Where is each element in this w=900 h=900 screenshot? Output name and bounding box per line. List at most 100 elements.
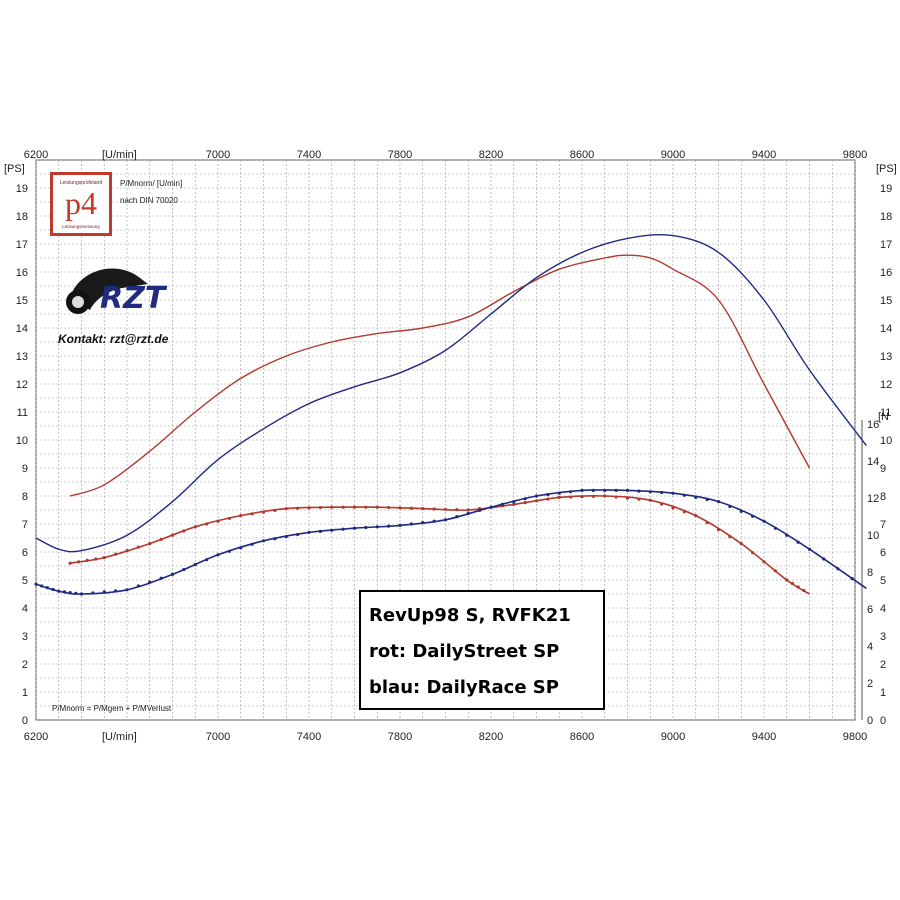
logo-bottom-caption: Leistungsmessung xyxy=(62,224,100,229)
torque-point xyxy=(614,495,618,499)
torque-point xyxy=(398,523,402,528)
torque-tick-label: 10 xyxy=(867,530,879,542)
y-tick-label-left: 14 xyxy=(16,323,28,335)
torque-point xyxy=(836,567,840,571)
torque-point xyxy=(364,525,368,530)
y-tick-label-right: 10 xyxy=(880,435,892,447)
y-tick-label-right: 19 xyxy=(880,183,892,195)
torque-point xyxy=(239,514,243,518)
y-tick-label-right: 6 xyxy=(880,547,886,559)
torque-point xyxy=(739,509,743,513)
y-tick-label-left: 15 xyxy=(16,295,28,307)
torque-point xyxy=(716,528,721,532)
torque-point xyxy=(773,526,777,530)
torque-point xyxy=(182,529,186,533)
torque-point xyxy=(284,535,288,539)
torque-point xyxy=(387,505,391,510)
y-tick-label-right: 12 xyxy=(880,379,892,391)
y-tick-label-right: 14 xyxy=(880,323,892,335)
torque-point xyxy=(660,502,664,506)
y-tick-label-right: 11 xyxy=(880,407,891,419)
series-group xyxy=(34,233,867,596)
torque-point xyxy=(79,592,84,596)
torque-point xyxy=(102,556,106,560)
torque-point xyxy=(136,545,140,549)
x-tick-label-top: 9400 xyxy=(752,149,776,161)
logo-text: p4 xyxy=(65,185,97,221)
torque-point xyxy=(330,528,334,532)
torque-point xyxy=(751,514,755,518)
torque-tick-label: 4 xyxy=(867,641,873,653)
torque-point xyxy=(569,490,573,494)
torque-point xyxy=(557,495,561,499)
x-unit-label-bottom: [U/min] xyxy=(102,731,137,743)
torque-point xyxy=(728,504,732,509)
torque-point xyxy=(614,488,618,492)
legend-red: rot: DailyStreet SP xyxy=(369,641,560,662)
torque-point xyxy=(455,515,459,519)
torque-point xyxy=(296,532,300,537)
y-tick-label-left: 5 xyxy=(22,575,28,587)
torque-point xyxy=(182,567,186,572)
x-tick-label-top: 9000 xyxy=(661,149,685,161)
torque-point xyxy=(273,508,277,512)
torque-point xyxy=(762,519,766,523)
torque-point xyxy=(51,587,55,592)
torque-point xyxy=(102,590,106,594)
torque-point xyxy=(40,584,44,588)
torque-line-red xyxy=(69,495,810,595)
torque-point xyxy=(603,488,607,492)
torque-point xyxy=(512,500,516,504)
torque-point xyxy=(74,591,78,595)
grid xyxy=(35,159,856,721)
torque-point xyxy=(193,563,197,567)
footer-note: P/Mnorm = P/Mgem + P/MVerlust xyxy=(52,704,172,713)
torque-point xyxy=(728,535,732,539)
torque-point xyxy=(432,507,436,511)
y-tick-label-right: 5 xyxy=(880,575,886,587)
p4-logo: Leistungsprüfstand p4 Leistungsmessung xyxy=(50,172,112,236)
torque-point xyxy=(114,589,118,593)
x-tick-label-top: 7000 xyxy=(206,149,230,161)
torque-point xyxy=(637,497,641,501)
y-tick-label-right: 1 xyxy=(880,687,886,699)
legend-box: RevUp98 S, RVFK21 rot: DailyStreet SP bl… xyxy=(359,590,605,710)
torque-point xyxy=(57,589,61,593)
x-tick-label-bottom: 7000 xyxy=(206,731,230,743)
torque-point xyxy=(159,537,163,542)
torque-tick-label: 0 xyxy=(867,715,873,727)
x-axis-bottom: 6200 7000 7400 7800 8200 8600 9000 9400 9800 xyxy=(24,731,867,743)
torque-point xyxy=(170,533,175,537)
torque-tick-label: 12 xyxy=(867,493,879,505)
y-tick-label-right: 7 xyxy=(880,519,886,531)
torque-point xyxy=(546,497,550,501)
x-tick-label-bottom: 7800 xyxy=(388,731,412,743)
torque-point xyxy=(125,588,129,592)
torque-point xyxy=(694,495,698,499)
y-tick-label-right: 18 xyxy=(880,211,892,223)
power-line-blue xyxy=(35,233,867,553)
torque-point xyxy=(239,546,243,550)
torque-point xyxy=(330,505,334,509)
torque-point xyxy=(159,576,163,580)
torque-point xyxy=(216,519,220,523)
torque-point xyxy=(227,549,231,553)
y-tick-label-left: 2 xyxy=(22,659,28,671)
y-tick-label-left: 11 xyxy=(17,407,28,419)
torque-point xyxy=(409,506,413,510)
x-tick-label-bottom: 9400 xyxy=(752,731,776,743)
torque-point xyxy=(148,542,152,546)
torque-point xyxy=(352,505,357,509)
torque-point xyxy=(318,529,322,533)
torque-point xyxy=(580,488,584,492)
x-tick-label-bottom: 8600 xyxy=(570,731,594,743)
torque-point xyxy=(500,502,504,506)
x-tick-label-top: 8600 xyxy=(570,149,594,161)
torque-point xyxy=(205,522,209,526)
y-tick-label-left: 6 xyxy=(22,547,28,559)
torque-point xyxy=(790,581,795,586)
torque-point xyxy=(796,540,800,544)
y-tick-label-right: 16 xyxy=(880,267,892,279)
torque-point xyxy=(705,497,709,502)
